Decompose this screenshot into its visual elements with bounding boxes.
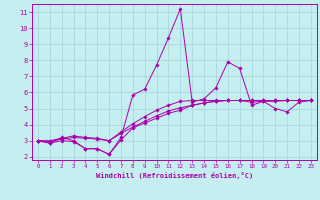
X-axis label: Windchill (Refroidissement éolien,°C): Windchill (Refroidissement éolien,°C): [96, 172, 253, 179]
